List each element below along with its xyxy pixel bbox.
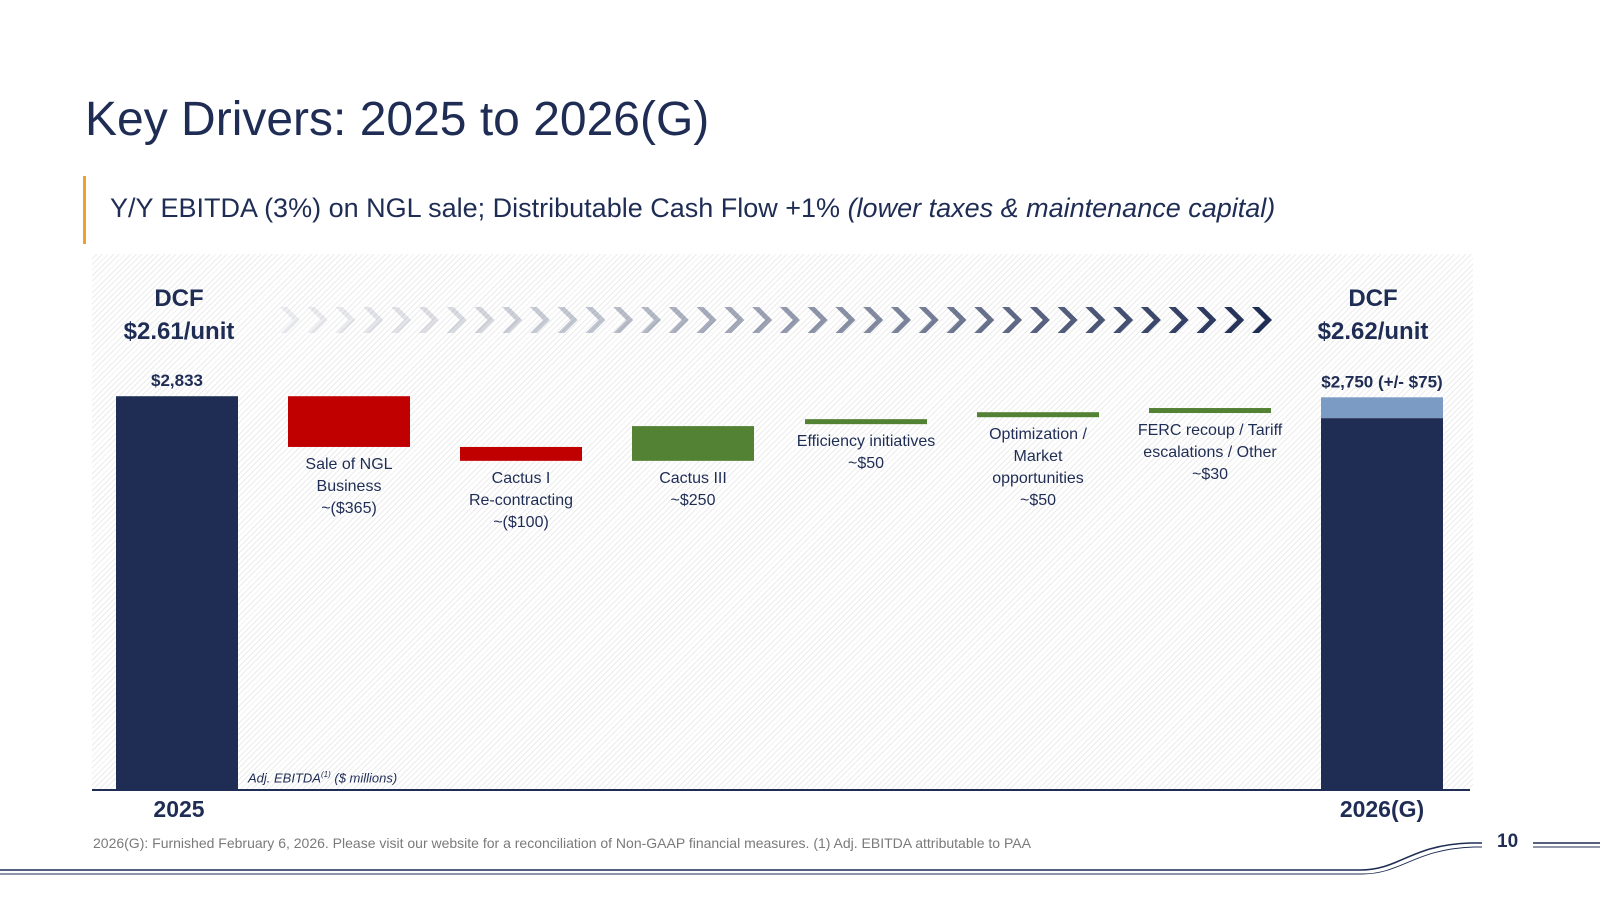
bar-label-1-line-2: ~($365): [321, 500, 377, 517]
chevron-arrow: [752, 307, 773, 333]
bar-label-6-line-0: FERC recoup / Tariff: [1138, 422, 1283, 439]
subtitle-accent-bar: [83, 176, 86, 244]
bar-delta-4: [805, 419, 927, 425]
dcf-2025: DCF $2.61/unit: [99, 282, 259, 348]
chevron-arrow: [502, 307, 523, 333]
bar-delta-1: [288, 396, 410, 447]
chevron-arrow: [779, 307, 800, 333]
bar-label-6-line-2: ~$30: [1192, 466, 1228, 483]
bar-label-1-line-1: Business: [317, 478, 382, 495]
bar-delta-5: [977, 412, 1099, 418]
chevron-arrow: [724, 307, 745, 333]
chevron-arrow: [585, 307, 606, 333]
chevron-arrow: [863, 307, 884, 333]
chevron-arrow: [835, 307, 856, 333]
chevron-arrow: [807, 307, 828, 333]
bar-delta-3: [632, 426, 754, 461]
subtitle-main: Y/Y EBITDA (3%) on NGL sale; Distributab…: [110, 193, 848, 223]
progress-chevrons: [280, 307, 1272, 333]
dcf-2026: DCF $2.62/unit: [1293, 282, 1453, 348]
chevron-arrow: [890, 307, 911, 333]
chevron-arrow: [1002, 307, 1023, 333]
chevron-arrow: [1113, 307, 1134, 333]
footer-line-lower: [0, 846, 1482, 875]
dcf-2025-label: DCF: [154, 285, 204, 312]
chart-background: [92, 254, 1473, 790]
chevron-arrow: [1057, 307, 1078, 333]
chevron-arrow: [335, 307, 356, 333]
chevron-arrow: [918, 307, 939, 333]
bar-label-3-line-1: ~$250: [671, 492, 716, 509]
bar-delta-2: [460, 446, 582, 461]
chevron-arrow: [391, 307, 412, 333]
chevron-arrow: [1140, 307, 1161, 333]
axis-label-text: Adj. EBITDA: [248, 770, 321, 786]
chevron-arrow: [418, 307, 439, 333]
chevron-arrow: [668, 307, 689, 333]
page-title: Key Drivers: 2025 to 2026(G): [85, 93, 710, 146]
footnote: 2026(G): Furnished February 6, 2026. Ple…: [93, 835, 1031, 851]
bar-label-2-line-1: Re-contracting: [469, 492, 573, 509]
chevron-arrow: [696, 307, 717, 333]
chevron-arrow: [557, 307, 578, 333]
chevron-arrow: [1085, 307, 1106, 333]
chevron-arrow: [613, 307, 634, 333]
y-axis-label: Adj. EBITDA(1) ($ millions): [248, 770, 397, 785]
chevron-arrow: [946, 307, 967, 333]
footer-line-upper: [0, 842, 1482, 871]
bar-label-2-line-0: Cactus I: [492, 470, 551, 487]
chevron-arrow: [529, 307, 550, 333]
chevron-arrow: [280, 307, 300, 333]
dcf-2026-value: $2.62/unit: [1317, 318, 1429, 345]
bar-total-0: [116, 396, 238, 790]
chevron-arrow: [363, 307, 384, 333]
bar-value-label-0: $2,833: [151, 371, 203, 390]
subtitle-italic: (lower taxes & maintenance capital): [847, 193, 1276, 223]
dcf-2026-label: DCF: [1348, 285, 1398, 312]
subtitle: Y/Y EBITDA (3%) on NGL sale; Distributab…: [110, 193, 1275, 224]
bar-label-3-line-0: Cactus III: [659, 470, 727, 487]
bar-label-5-line-0: Optimization /: [989, 426, 1087, 443]
chevron-arrow: [474, 307, 495, 333]
bar-total-2026: [1321, 418, 1443, 790]
chevron-arrow: [641, 307, 662, 333]
chevron-arrow: [974, 307, 995, 333]
bar-label-2-line-2: ~($100): [493, 514, 549, 531]
bar-label-5-line-3: ~$50: [1020, 492, 1056, 509]
bar-value-label-7: $2,750 (+/- $75): [1321, 372, 1442, 391]
dcf-2025-value: $2.61/unit: [123, 318, 235, 345]
chevron-arrow: [1252, 307, 1272, 333]
chevron-arrow: [1224, 307, 1245, 333]
chevron-arrow: [1168, 307, 1189, 333]
axis-label-units: ($ millions): [330, 770, 398, 786]
chevron-arrow: [1029, 307, 1050, 333]
bar-label-5-line-2: opportunities: [992, 470, 1084, 487]
chevron-arrow: [307, 307, 328, 333]
bar-labels: $2,833 Sale of NGL Business ~($365) Cactus I…: [151, 371, 1443, 531]
page-number: 10: [1497, 831, 1519, 852]
bars: [116, 396, 1443, 790]
bar-range-2026: [1321, 397, 1443, 419]
axis-label-footnote: (1): [320, 770, 331, 779]
bar-delta-6: [1149, 408, 1271, 414]
bar-label-5-line-1: Market: [1014, 448, 1063, 465]
bar-label-1-line-0: Sale of NGL: [305, 456, 392, 473]
chevron-arrow: [446, 307, 467, 333]
bar-label-6-line-1: escalations / Other: [1143, 444, 1277, 461]
bar-label-4-line-1: ~$50: [848, 455, 884, 472]
bar-label-4-line-0: Efficiency initiatives: [797, 433, 935, 450]
footer-decoration: [0, 842, 1600, 875]
year-label-2026: 2026(G): [1339, 796, 1425, 822]
chevron-arrow: [1196, 307, 1217, 333]
year-label-2025: 2025: [153, 796, 205, 822]
